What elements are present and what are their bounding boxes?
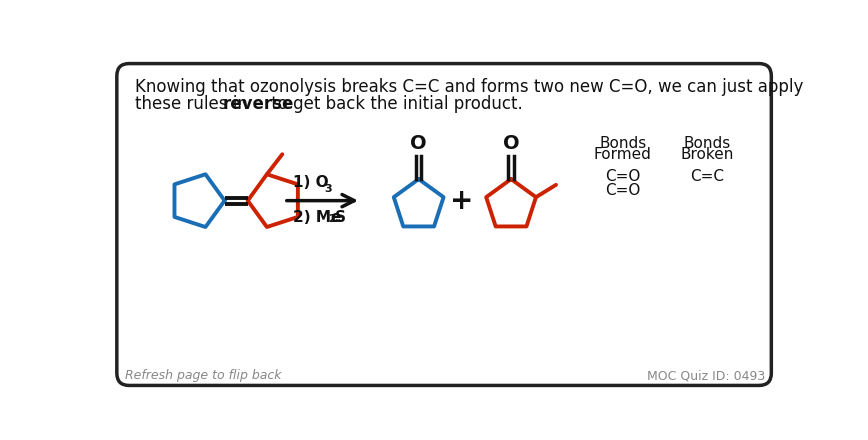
Text: 2) Me: 2) Me [293, 210, 341, 225]
Text: 3: 3 [324, 184, 332, 194]
Text: Knowing that ozonolysis breaks C=C and forms two new C=O, we can just apply: Knowing that ozonolysis breaks C=C and f… [135, 78, 804, 95]
Text: Bonds: Bonds [599, 136, 647, 151]
Text: O: O [503, 134, 519, 153]
FancyBboxPatch shape [117, 63, 772, 385]
Text: MOC Quiz ID: 0493: MOC Quiz ID: 0493 [647, 369, 766, 382]
Text: S: S [335, 210, 345, 225]
Text: 2: 2 [329, 214, 336, 224]
Text: C=O: C=O [605, 183, 641, 198]
Text: O: O [411, 134, 427, 153]
Text: Broken: Broken [681, 147, 734, 162]
Text: Formed: Formed [594, 147, 652, 162]
Text: Refresh page to flip back: Refresh page to flip back [124, 369, 281, 382]
Text: C=O: C=O [605, 169, 641, 184]
Text: C=C: C=C [690, 169, 725, 184]
Text: 1) O: 1) O [293, 175, 329, 190]
Text: to get back the initial product.: to get back the initial product. [266, 95, 523, 113]
Text: reverse: reverse [222, 95, 293, 113]
Text: Bonds: Bonds [684, 136, 731, 151]
Text: these rules in: these rules in [135, 95, 253, 113]
Text: +: + [450, 187, 473, 215]
